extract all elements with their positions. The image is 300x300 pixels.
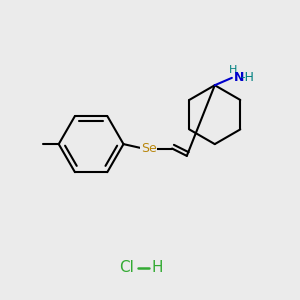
Text: Cl: Cl [119, 260, 134, 275]
Text: H: H [229, 64, 238, 75]
Text: H: H [152, 260, 163, 275]
Text: -H: -H [240, 71, 254, 84]
Text: Se: Se [141, 142, 156, 155]
Text: N: N [234, 71, 244, 84]
